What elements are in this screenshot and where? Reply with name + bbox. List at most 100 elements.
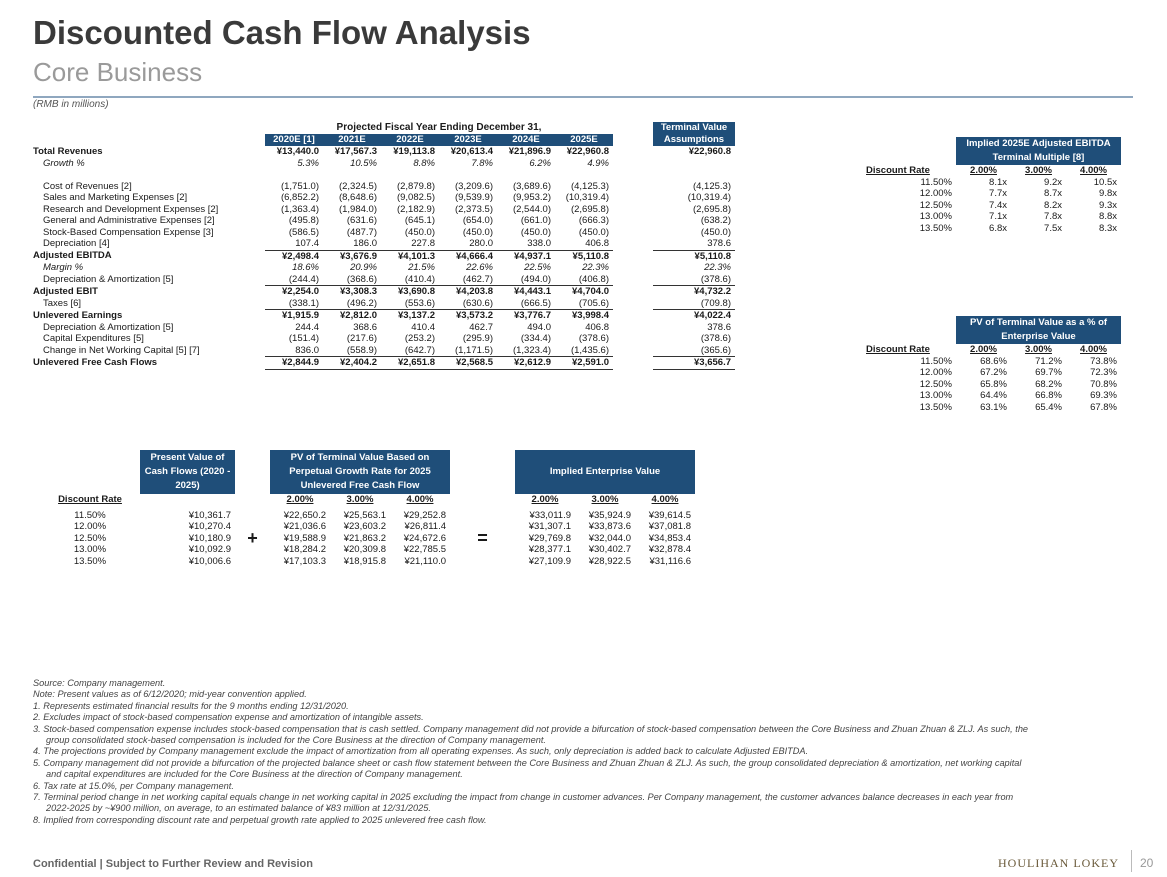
pv-cash-flow-cell: ¥10,270.4 <box>188 521 231 532</box>
projection-row: Stock-Based Compensation Expense [3] (586… <box>33 227 735 239</box>
sensitivity-row: 13.00% 7.1x 7.8x 8.8x <box>866 211 1121 223</box>
projection-cell: (645.1) <box>404 215 435 226</box>
equals-sign <box>450 510 515 522</box>
discount-rate-value: 13.00% <box>919 390 952 401</box>
implied-ev-cell: ¥30,402.7 <box>588 544 631 555</box>
sensitivity-cell: 8.3x <box>1099 222 1117 234</box>
sensitivity-cell: 9.3x <box>1099 199 1117 211</box>
year-header: 2024E <box>497 134 555 146</box>
projection-cell: (1,171.5) <box>454 344 493 356</box>
projection-row: Unlevered Earnings ¥1,915.9 ¥2,812.0 ¥3,137… <box>33 309 735 322</box>
sensitivity-cell: 7.8x <box>1044 211 1062 222</box>
projection-cell: 406.8 <box>585 238 609 249</box>
sensitivity-row: 12.00% 7.7x 8.7x 9.8x <box>866 188 1121 200</box>
projection-cell: (3,209.6) <box>454 180 493 192</box>
pv-terminal-value-cell: ¥26,811.4 <box>404 521 446 532</box>
sensitivity-cell: 7.5x <box>1044 222 1062 234</box>
sensitivity-cell: 68.2% <box>1035 378 1062 390</box>
projection-cell: (2,182.9) <box>396 203 435 215</box>
pv-terminal-value-cell: ¥22,785.5 <box>403 544 446 555</box>
projection-cell: (558.9) <box>346 344 377 356</box>
projection-cell: ¥4,666.4 <box>439 249 497 262</box>
projection-cell: ¥22,960.8 <box>566 146 609 157</box>
projection-row: General and Administrative Expenses [2] (… <box>33 215 735 227</box>
sensitivity-cell: 64.4% <box>980 390 1007 401</box>
sensitivity-cell: 70.8% <box>1090 378 1117 390</box>
projection-cell: ¥2,498.4 <box>265 249 323 262</box>
growth-rate-header: 2.00% <box>286 494 314 505</box>
terminal-value-cell: (709.8) <box>700 297 731 309</box>
projection-cell: ¥2,404.2 <box>323 356 381 370</box>
pv-terminal-value-cell: ¥24,672.6 <box>403 532 446 544</box>
projection-cell: (450.0) <box>404 226 435 238</box>
sensitivity-cell: 67.2% <box>980 367 1007 378</box>
pv-terminal-value-cell: ¥21,036.6 <box>283 521 326 532</box>
projection-cell: (450.0) <box>462 226 493 238</box>
sensitivity-cell: 7.4x <box>989 199 1007 211</box>
projection-cell: 21.5% <box>408 262 435 273</box>
projection-cell: ¥5,110.8 <box>555 249 613 262</box>
implied-ev-cell: ¥31,307.1 <box>528 521 571 532</box>
implied-ev-cell: ¥32,044.0 <box>588 532 631 544</box>
terminal-value-header: Terminal Value Assumptions <box>653 122 735 146</box>
discount-rate-value: 13.00% <box>73 544 107 555</box>
implied-ev-cell: ¥37,081.8 <box>648 521 691 532</box>
implied-ev-cell: ¥33,011.9 <box>529 509 571 521</box>
projection-cell: ¥3,308.3 <box>323 285 381 298</box>
projection-cell: ¥2,591.0 <box>555 356 613 370</box>
footnote-item: 2. Excludes impact of stock-based compen… <box>33 712 424 723</box>
projection-cell: (410.4) <box>404 273 435 285</box>
projection-cell: (217.6) <box>346 333 377 344</box>
projection-row: Depreciation [4] 107.4 186.0 227.8 280.0 338.… <box>33 238 735 250</box>
row-label: Research and Development Expenses [2] <box>43 203 219 215</box>
row-label: Change in Net Working Capital [5] [7] <box>43 344 200 356</box>
row-label: Margin % <box>43 262 84 273</box>
projection-cell: (1,435.6) <box>570 344 609 356</box>
pv-terminal-value-header: PV of Terminal Value Based on Perpetual … <box>270 450 450 494</box>
growth-rate-header: 2.00% <box>970 344 997 355</box>
row-label: Capital Expenditures [5] <box>43 333 144 344</box>
sensitivity-row: 11.50% 8.1x 9.2x 10.5x <box>866 177 1121 189</box>
footnote-item: 8. Implied from corresponding discount r… <box>33 814 487 825</box>
projection-cell: ¥4,704.0 <box>555 285 613 298</box>
projection-cell: ¥2,568.5 <box>439 356 497 370</box>
row-label: Total Revenues <box>33 146 103 157</box>
year-header: 2021E <box>323 134 381 146</box>
footnote-item: 4. The projections provided by Company m… <box>33 746 809 757</box>
terminal-multiple-section: Implied 2025E Adjusted EBITDA Terminal M… <box>866 137 1121 234</box>
terminal-value-cell: (638.2) <box>700 215 731 226</box>
sensitivity-cell: 9.2x <box>1044 176 1062 188</box>
discount-rate-label: Discount Rate <box>866 165 930 176</box>
projection-cell: (2,373.5) <box>454 203 493 215</box>
implied-ev-cell: ¥28,922.5 <box>588 555 631 567</box>
projection-cell: (666.5) <box>520 297 551 309</box>
projection-cell: (654.0) <box>462 215 493 226</box>
sensitivity-row: 13.50% 6.8x 7.5x 8.3x <box>866 223 1121 235</box>
pv-cash-flow-cell: ¥10,092.9 <box>188 544 231 555</box>
projection-row <box>33 169 735 181</box>
terminal-value-cell <box>653 158 735 170</box>
projection-table: Projected Fiscal Year Ending December 31… <box>33 122 735 370</box>
projection-cell: (2,695.8) <box>570 203 609 215</box>
projection-section: Projected Fiscal Year Ending December 31… <box>33 122 735 370</box>
projection-cell: ¥21,896.9 <box>508 146 551 157</box>
terminal-value-cell: 22.3% <box>704 262 731 273</box>
sensitivity-row: 13.50% 63.1% 65.4% 67.8% <box>866 402 1121 414</box>
projection-cell: 406.8 <box>585 321 609 333</box>
pv-cash-flow-cell: ¥10,361.7 <box>188 509 231 521</box>
sensitivity-cell: 65.8% <box>980 378 1007 390</box>
sensitivity-row: 12.50% 65.8% 68.2% 70.8% <box>866 379 1121 391</box>
row-label: Depreciation & Amortization [5] <box>43 273 174 285</box>
row-label: Depreciation & Amortization [5] <box>43 321 174 333</box>
sensitivity-cell: 71.2% <box>1035 355 1062 367</box>
plus-sign: + <box>247 527 258 548</box>
sensitivity-cell: 9.8x <box>1099 188 1117 199</box>
sensitivity-row: 12.50% 7.4x 8.2x 9.3x <box>866 200 1121 212</box>
terminal-multiple-table: Implied 2025E Adjusted EBITDA Terminal M… <box>866 137 1121 234</box>
year-header: 2020E [1] <box>265 134 323 146</box>
projection-cell: (450.0) <box>578 226 609 238</box>
sensitivity-cell: 69.7% <box>1035 367 1062 378</box>
projection-cell: (450.0) <box>520 226 551 238</box>
projection-row: Margin % 18.6% 20.9% 21.5% 22.6% 22.5% 22.3% 22… <box>33 262 735 274</box>
projection-cell: ¥3,137.2 <box>381 309 439 322</box>
